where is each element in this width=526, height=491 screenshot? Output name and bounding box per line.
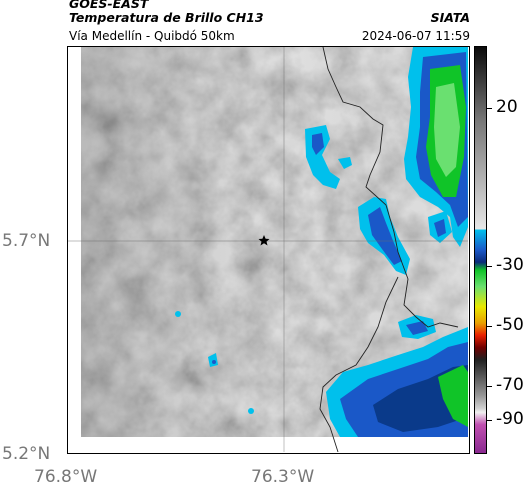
colorbar-label-minus70: -70 [496,375,524,395]
organization-label: SIATA [430,10,470,25]
colorbar-tick [487,266,492,267]
colorbar-label-minus90: -90 [496,409,524,429]
colorbar-tick [487,420,492,421]
lat-label-5-2: 5.2°N [2,444,51,464]
colorbar-tick [487,108,492,109]
timestamp-label: 2024-06-07 11:59 [361,29,470,43]
product-title: Temperatura de Brillo CH13 [69,10,264,25]
satellite-map [67,46,470,454]
department-boundary [322,47,459,328]
star-icon [258,235,270,246]
colorbar-label-minus50: -50 [496,315,524,335]
colorbar [474,46,487,454]
colorbar-label-minus30: -30 [496,255,524,275]
colorbar-tick [487,326,492,327]
lat-label-5-7: 5.7°N [2,231,51,251]
satellite-image [68,47,468,452]
department-boundary-south [319,276,399,452]
satellite-title: GOES-EAST [69,0,149,11]
colorbar-tick [487,386,492,387]
lon-label-76-3: 76.3°W [251,467,315,487]
lon-label-76-8: 76.8°W [34,467,98,487]
route-subtitle: Vía Medellín - Quibdó 50km [69,29,235,43]
colorbar-label-20: 20 [496,97,518,117]
